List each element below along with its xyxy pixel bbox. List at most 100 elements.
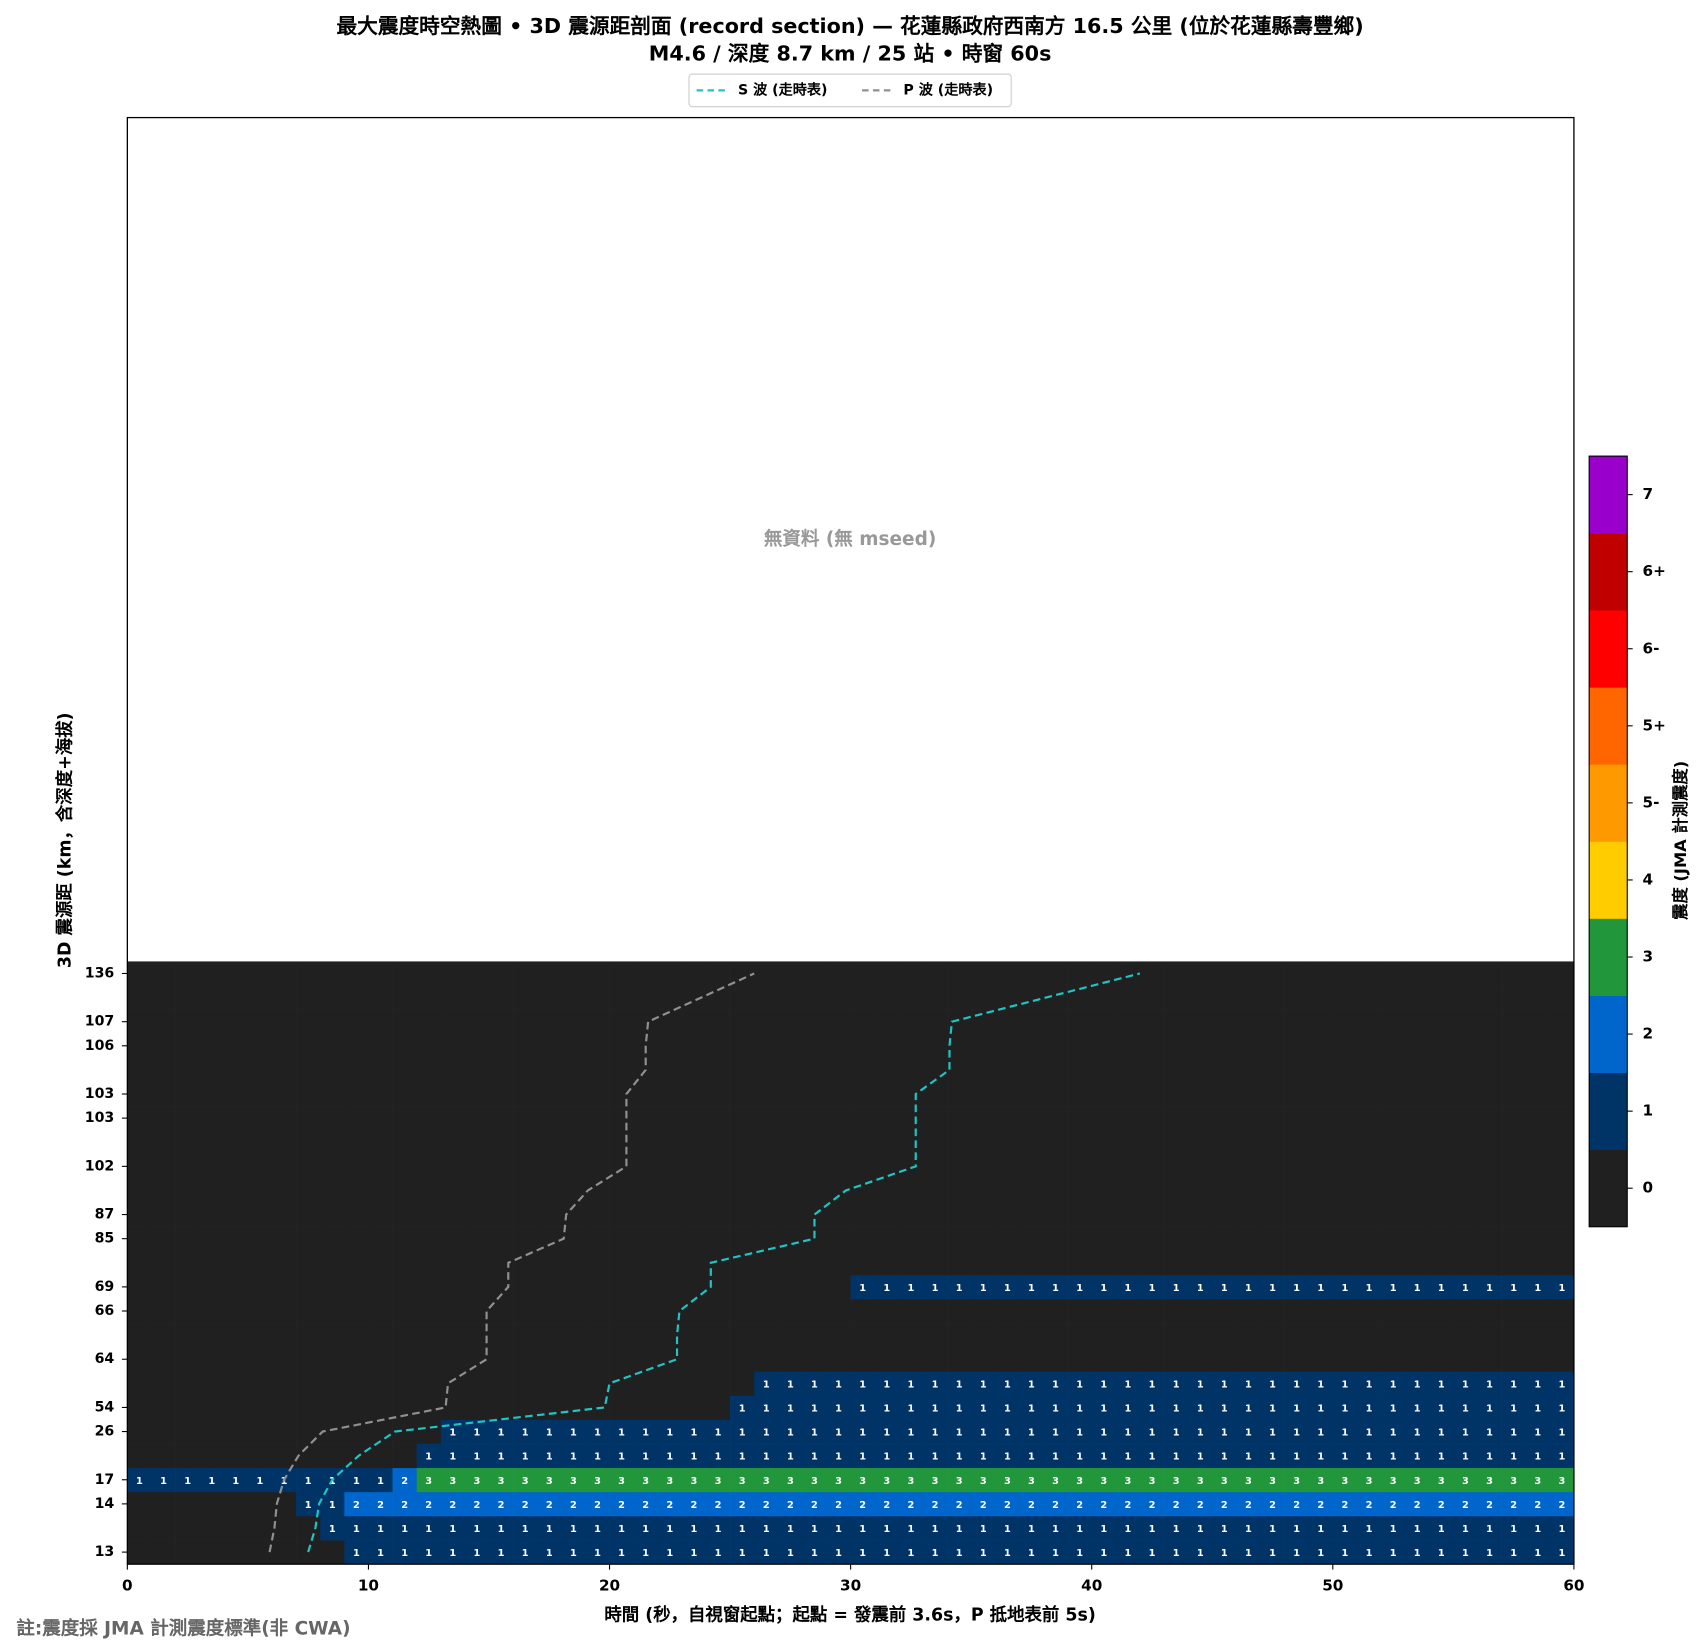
- cell-label: 2: [908, 1500, 915, 1511]
- heat-cell: [1381, 1250, 1406, 1276]
- cell-label: 3: [1149, 1476, 1156, 1487]
- cell-label: 1: [763, 1524, 770, 1535]
- heat-cell: [561, 1467, 586, 1493]
- heat-cell: [971, 1226, 996, 1252]
- cell-label: 1: [956, 1379, 963, 1390]
- cell-label: 2: [1486, 1500, 1493, 1511]
- cell-label: 3: [1486, 1476, 1493, 1487]
- heat-cell: [175, 1515, 201, 1541]
- heat-cell: [633, 1130, 659, 1155]
- heat-cell: [513, 1323, 538, 1348]
- heat-cell: [1139, 1298, 1165, 1324]
- heat-cell: [488, 961, 514, 986]
- heat-cell: [585, 1515, 610, 1541]
- heat-cell: [320, 1298, 345, 1324]
- heat-cell: [464, 985, 490, 1010]
- cell-label: 1: [1293, 1404, 1300, 1415]
- heat-cell: [1356, 1202, 1382, 1227]
- footnote: 註:震度採 JMA 計測震度標準(非 CWA): [16, 1617, 350, 1639]
- heat-cell: [175, 1130, 201, 1155]
- heat-cell: [1091, 1371, 1117, 1396]
- heat-cell: [344, 1467, 369, 1493]
- heat-cell: [1212, 1371, 1237, 1396]
- heat-cell: [1405, 1443, 1430, 1469]
- heat-cell: [1549, 1298, 1575, 1324]
- cell-label: 1: [1197, 1428, 1204, 1439]
- cell-label: 1: [1149, 1404, 1156, 1415]
- heat-cell: [609, 961, 634, 986]
- heat-cell: [1308, 1491, 1334, 1517]
- heat-cell: [1043, 1202, 1068, 1227]
- cell-label: 1: [1100, 1548, 1107, 1559]
- heat-cell: [416, 1395, 442, 1420]
- heat-cell: [1308, 1033, 1334, 1059]
- heat-cell: [633, 1226, 659, 1252]
- heat-cell: [850, 1371, 876, 1396]
- cell-label: 1: [618, 1452, 625, 1463]
- heat-cell: [1164, 1250, 1189, 1276]
- heat-cell: [754, 1443, 779, 1469]
- heat-cell: [151, 1443, 176, 1469]
- heat-cell: [151, 1057, 176, 1083]
- cell-label: 1: [1510, 1548, 1517, 1559]
- heat-cell: [320, 1106, 345, 1131]
- heat-cell: [609, 1274, 634, 1300]
- cell-label: 1: [1269, 1404, 1276, 1415]
- heat-cell: [1405, 1274, 1430, 1300]
- cell-label: 1: [1438, 1548, 1445, 1559]
- heat-cell: [1501, 961, 1527, 986]
- heat-cell: [1164, 1467, 1189, 1493]
- cell-label: 1: [1004, 1452, 1011, 1463]
- heat-cell: [464, 1298, 490, 1324]
- heat-cell: [151, 1154, 176, 1179]
- heat-cell: [971, 961, 996, 986]
- cell-label: 1: [1293, 1428, 1300, 1439]
- heat-cell: [826, 1443, 851, 1469]
- heat-cell: [1356, 1491, 1382, 1517]
- heat-cell: [1356, 1298, 1382, 1324]
- heat-cell: [1212, 1226, 1237, 1252]
- cell-label: 3: [1245, 1476, 1252, 1487]
- heat-cell: [1164, 1395, 1189, 1420]
- heat-cell: [1501, 1154, 1527, 1179]
- heat-cell: [199, 985, 225, 1010]
- heat-cell: [874, 1154, 900, 1179]
- heat-cell: [561, 1154, 586, 1179]
- heat-cell: [1139, 1226, 1165, 1252]
- heat-cell: [272, 1323, 297, 1348]
- heat-cell: [850, 1467, 876, 1493]
- heat-cell: [1067, 1298, 1093, 1324]
- heat-cell: [898, 1226, 924, 1252]
- heat-cell: [1356, 961, 1382, 986]
- heat-cell: [320, 1178, 345, 1203]
- heat-cell: [1212, 1419, 1237, 1444]
- heat-cell: [705, 1540, 731, 1565]
- heat-cell: [368, 1298, 393, 1324]
- heat-cell: [344, 1274, 369, 1300]
- heat-cell: [1212, 1081, 1237, 1107]
- heat-cell: [971, 1395, 996, 1420]
- cell-label: 1: [691, 1452, 698, 1463]
- heat-cell: [1405, 1009, 1430, 1035]
- heat-cell: [585, 1154, 610, 1179]
- heat-cell: [392, 1009, 417, 1035]
- heat-cell: [561, 1323, 586, 1348]
- heat-cell: [971, 1419, 996, 1444]
- heat-cell: [850, 1081, 876, 1107]
- heat-cell: [127, 1371, 152, 1396]
- heat-cell: [296, 1467, 321, 1493]
- heat-cell: [1091, 1009, 1117, 1035]
- heat-cell: [995, 1009, 1020, 1035]
- heat-cell: [513, 1515, 538, 1541]
- heat-cell: [1091, 1178, 1117, 1203]
- heat-cell: [1381, 1515, 1406, 1541]
- heat-cell: [537, 1419, 562, 1444]
- heat-cell: [1477, 1057, 1502, 1083]
- heat-cell: [561, 1106, 586, 1131]
- heat-cell: [585, 1250, 610, 1276]
- heat-cell: [392, 1106, 417, 1131]
- heat-cell: [1139, 1178, 1165, 1203]
- cell-label: 2: [1028, 1500, 1035, 1511]
- heat-cell: [1284, 1347, 1310, 1372]
- heat-cell: [1236, 1371, 1261, 1396]
